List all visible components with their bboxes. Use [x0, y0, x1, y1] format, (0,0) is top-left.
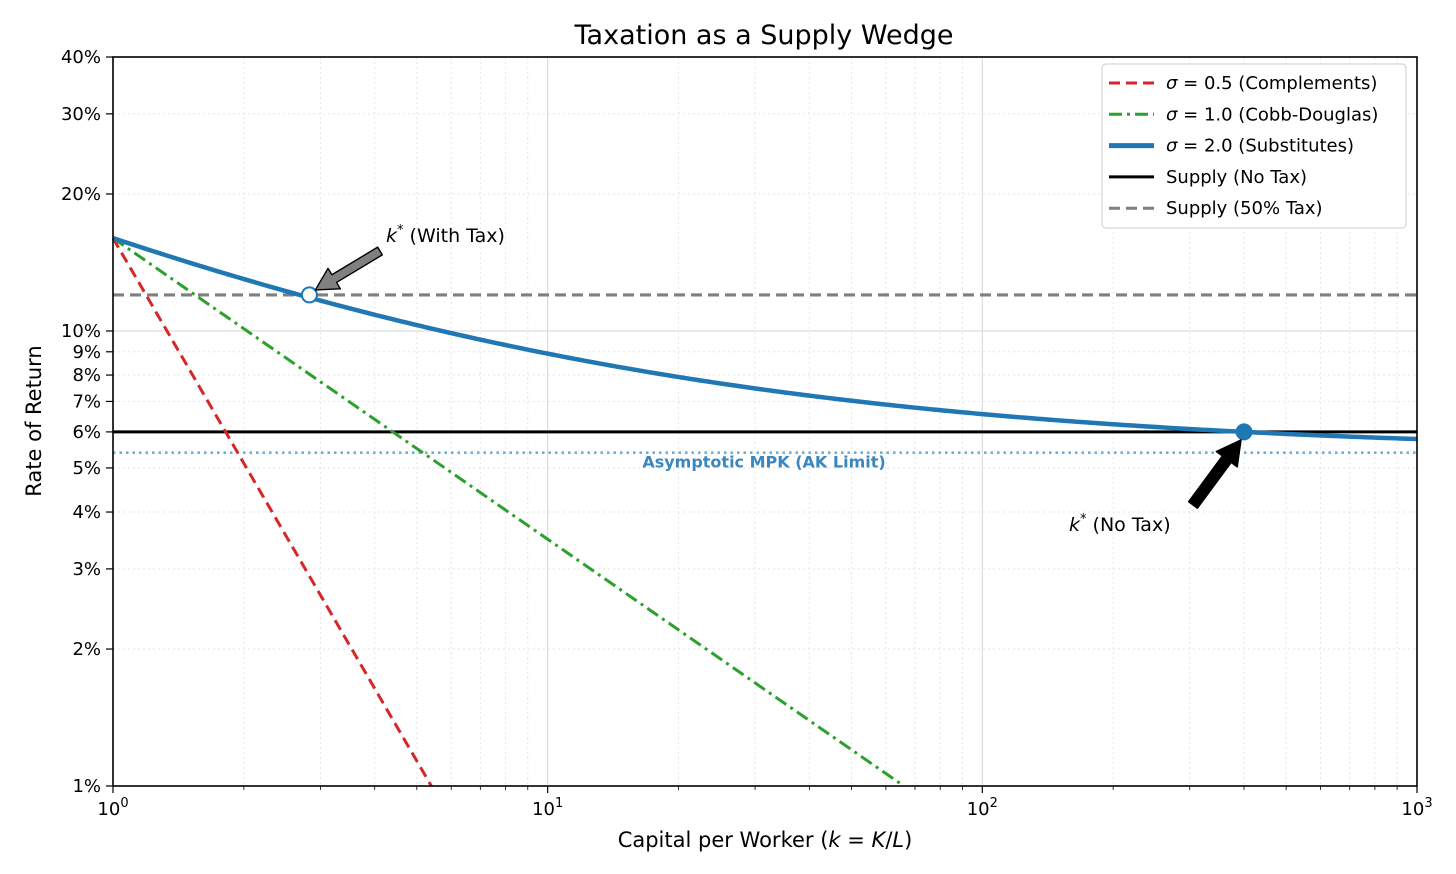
x-tick-label: 103	[1401, 796, 1432, 820]
y-tick-label: 10%	[61, 321, 101, 342]
legend-box	[1101, 63, 1407, 229]
k-star-with-tax-label: k* (With Tax)	[386, 223, 505, 247]
chart-title: Taxation as a Supply Wedge	[574, 20, 954, 51]
legend-entry: Supply (No Tax)	[1166, 167, 1307, 188]
y-tick-label: 20%	[61, 184, 101, 205]
y-axis-label: Rate of Return	[22, 345, 46, 496]
legend-entry: Supply (50% Tax)	[1166, 198, 1323, 219]
y-tick-label: 9%	[72, 342, 101, 363]
sigma-1-0-line	[112, 236, 905, 788]
y-tick-label: 40%	[61, 47, 101, 68]
plot-frame	[112, 56, 1418, 787]
y-tick-label: 7%	[72, 391, 101, 412]
sigma-2-0-curve	[112, 235, 1418, 442]
plot-border	[112, 56, 1418, 787]
k-star-with-tax-arrow	[314, 246, 384, 291]
k-star-no-tax-arrow	[1187, 439, 1242, 509]
k-star-no-tax-label: k* (No Tax)	[1069, 512, 1171, 536]
k-star-with-tax-point	[300, 286, 318, 304]
y-tick-label: 30%	[61, 104, 101, 125]
series-layer: Asymptotic MPK (AK Limit)	[111, 235, 1418, 788]
x-tick-label: 100	[97, 796, 128, 820]
ticks: 100 101 102 103 1% 2% 3% 4% 5% 6% 7% 8%9%10% 20% 30% 4…	[61, 47, 1433, 820]
y-tick-label: 3%	[72, 559, 101, 580]
legend: σ = 0.5 (Complements) σ = 1.0 (Cobb-Dougl…	[1101, 63, 1407, 229]
legend-entry: σ = 2.0 (Substitutes)	[1166, 136, 1354, 157]
x-tick-label: 102	[967, 796, 998, 820]
annotations: k* (With Tax) k* (No Tax)	[314, 223, 1242, 536]
x-tick-label: 101	[532, 796, 563, 820]
y-tick-label: 4%	[72, 502, 101, 523]
asymptotic-mpk-label: Asymptotic MPK (AK Limit)	[642, 453, 885, 472]
y-tick-label: 6%	[72, 422, 101, 443]
legend-entry: σ = 1.0 (Cobb-Douglas)	[1166, 104, 1378, 125]
y-tick-label: 1%	[72, 776, 101, 797]
k-star-no-tax-point	[1235, 423, 1253, 441]
y-tick-label: 5%	[72, 458, 101, 479]
y-tick-label: 8%	[72, 365, 101, 386]
sigma-0-5-line	[111, 237, 433, 787]
x-axis-label: Capital per Worker (k = K/L)	[618, 828, 913, 852]
legend-entry: σ = 0.5 (Complements)	[1166, 73, 1377, 94]
y-tick-label: 2%	[72, 639, 101, 660]
